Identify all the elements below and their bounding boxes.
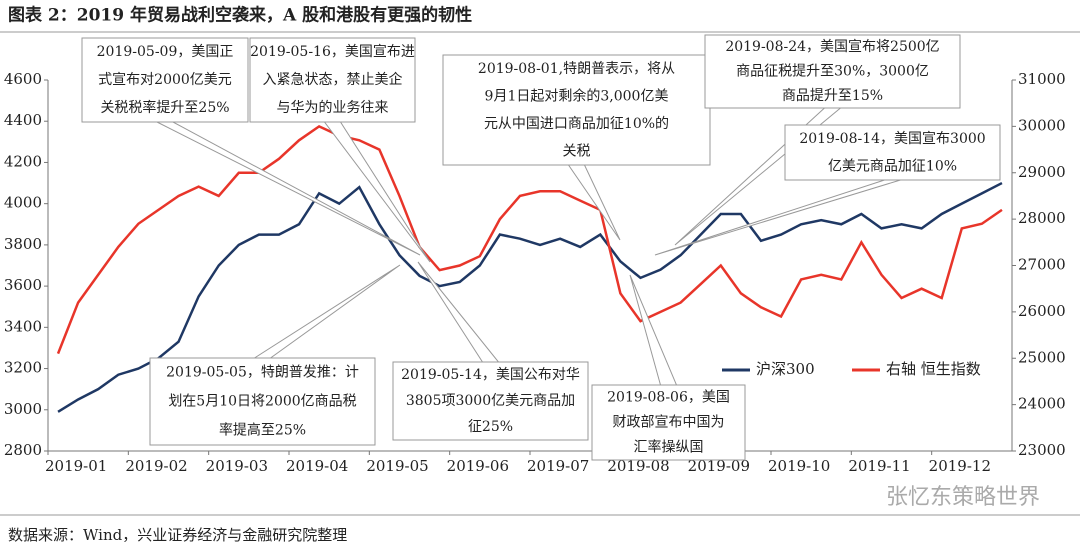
callout-box <box>249 37 416 123</box>
x-tick-label: 2019-08 <box>607 457 669 475</box>
x-tick-label: 2019-10 <box>768 457 830 475</box>
y-tick-label: 3400 <box>4 317 42 335</box>
annotation-text: 汇率操纵国 <box>634 439 704 456</box>
series-line <box>56 124 1003 355</box>
callout-pointer <box>323 121 431 263</box>
legend-label: 右轴 恒生指数 <box>886 360 981 378</box>
series-line <box>57 181 1003 413</box>
callout-pointer <box>629 274 678 386</box>
y-tick-label: 3600 <box>4 276 42 294</box>
y2-tick-label: 23000 <box>1018 441 1066 459</box>
callout-box <box>591 384 746 461</box>
annotation-text: 2019-08-14，美国宣布3000 <box>799 131 985 147</box>
annotation-text: 与华为的业务往来 <box>277 100 389 116</box>
annotation-text: 9月1日起对剩余的3,000亿美 <box>485 87 669 104</box>
x-tick-label: 2019-04 <box>286 457 348 475</box>
annotation-text: 商品提升至15% <box>782 88 883 104</box>
callout-box <box>149 357 376 446</box>
y2-tick-label: 28000 <box>1018 209 1066 227</box>
y-tick-label: 3200 <box>4 359 42 377</box>
annotation-text: 2019-08-01,特朗普表示，将从 <box>478 61 675 77</box>
x-tick-label: 2019-11 <box>848 457 910 475</box>
annotation-text: 2019-08-24，美国宣布将2500亿 <box>725 39 939 55</box>
y-tick-label: 4200 <box>4 152 42 170</box>
y2-tick-label: 30000 <box>1018 116 1066 134</box>
annotation-text: 元从中国进口商品加征10%的 <box>484 116 669 132</box>
x-tick-label: 2019-07 <box>527 457 589 475</box>
chart-title: 图表 2：2019 年贸易战利空袭来，A 股和港股有更强的韧性 <box>8 5 472 26</box>
callout-box <box>784 124 1001 181</box>
y2-tick-label: 29000 <box>1018 163 1066 181</box>
annotation-text: 2019-05-14，美国公布对华 <box>401 367 580 383</box>
x-tick-label: 2019-12 <box>929 457 991 475</box>
callout-box <box>392 361 589 441</box>
annotation-text: 划在5月10日将2000亿商品税 <box>168 394 356 410</box>
source: 数据来源：Wind，兴业证券经济与金融研究院整理 <box>8 526 347 544</box>
annotation-text: 征25% <box>468 419 513 435</box>
annotation-text: 2019-05-05，特朗普发推：计 <box>166 365 359 381</box>
x-tick-label: 2019-02 <box>125 457 187 475</box>
annotation-text: 商品征税提升至30%，3000亿 <box>736 64 929 80</box>
watermark: 张忆东策略世界 <box>886 485 1040 510</box>
y2-tick-label: 31000 <box>1018 70 1066 88</box>
callout-box <box>81 37 249 123</box>
callout-box <box>704 34 961 109</box>
annotation-text: 2019-08-06，美国 <box>607 390 730 406</box>
annotation-text: 2019-05-09，美国正 <box>97 44 234 60</box>
x-tick-label: 2019-06 <box>447 457 509 475</box>
y2-tick-label: 24000 <box>1018 395 1066 413</box>
annotation-text: 率提高至25% <box>219 422 306 439</box>
y-tick-label: 3000 <box>4 400 42 418</box>
y-tick-label: 2800 <box>4 441 42 459</box>
callout-pointer <box>252 264 401 359</box>
y-tick-label: 4000 <box>4 194 42 212</box>
y2-tick-label: 26000 <box>1018 302 1066 320</box>
annotation-text: 关税税率提升至25% <box>100 99 229 116</box>
callout-box <box>442 54 711 166</box>
legend-label: 沪深300 <box>756 360 815 378</box>
annotation-text: 3805项3000亿美元商品加 <box>406 393 575 409</box>
y-tick-label: 4400 <box>4 111 42 129</box>
callout-pointer <box>417 261 500 363</box>
annotation-text: 财政部宣布中国为 <box>613 415 725 431</box>
annotation-text: 关税 <box>563 143 591 159</box>
y2-tick-label: 25000 <box>1018 348 1066 366</box>
x-tick-label: 2019-01 <box>45 457 107 475</box>
y-tick-label: 4600 <box>4 70 42 88</box>
y2-tick-label: 27000 <box>1018 256 1066 274</box>
annotation-text: 亿美元商品加征10% <box>828 158 957 174</box>
x-tick-label: 2019-09 <box>688 457 750 475</box>
x-tick-label: 2019-03 <box>206 457 268 475</box>
callout-pointer <box>567 164 621 241</box>
y-tick-label: 3800 <box>4 235 42 253</box>
annotation-text: 2019-05-16，美国宣布进 <box>250 44 415 60</box>
x-tick-label: 2019-05 <box>366 457 428 475</box>
annotation-text: 入紧急状态，禁止美企 <box>263 71 403 88</box>
annotation-text: 式宣布对2000亿美元 <box>98 72 232 88</box>
